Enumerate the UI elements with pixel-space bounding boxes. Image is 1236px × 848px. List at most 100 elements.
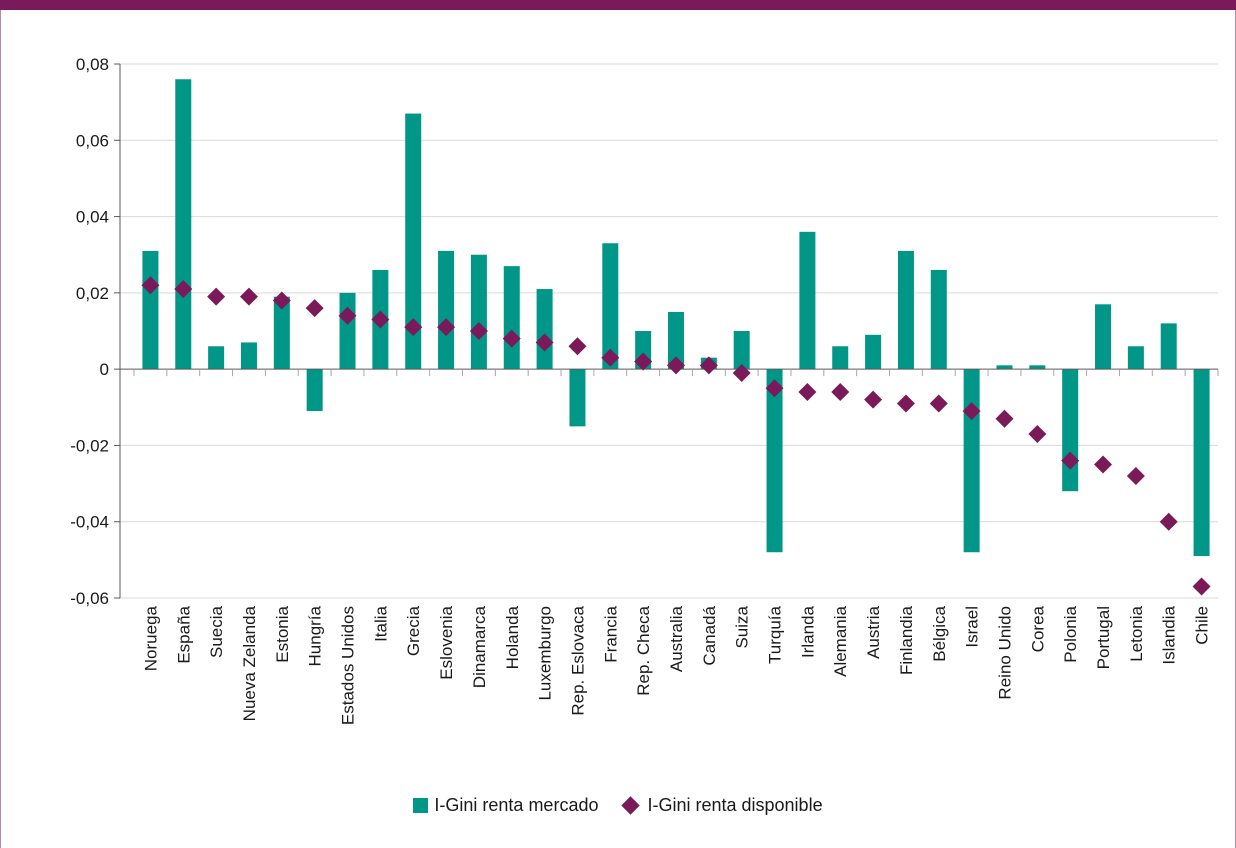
marker-point — [699, 356, 718, 375]
category-label: Eslovenia — [437, 605, 456, 679]
marker-point — [634, 352, 653, 371]
category-label: Letonia — [1127, 605, 1146, 661]
marker-point — [601, 348, 620, 367]
category-label: Dinamarca — [470, 605, 489, 688]
marker-point — [1061, 451, 1080, 470]
category-label: Austria — [864, 605, 883, 658]
bar — [930, 269, 947, 370]
category-label: España — [174, 605, 193, 663]
marker-point — [207, 287, 226, 306]
legend: I-Gini renta mercado I-Gini renta dispon… — [0, 790, 1236, 820]
bar — [963, 369, 980, 553]
category-label: Estados Unidos — [339, 606, 358, 725]
marker-point — [929, 394, 948, 413]
legend-bar-swatch — [413, 797, 429, 813]
axes — [114, 63, 1219, 599]
bar — [799, 231, 816, 370]
bar — [1193, 369, 1210, 557]
marker-point — [831, 383, 850, 402]
legend-item-disponible: I-Gini renta disponible — [621, 794, 823, 816]
bar — [175, 79, 192, 370]
marker-point — [141, 276, 160, 295]
category-label: Italia — [371, 605, 390, 641]
bar — [273, 296, 290, 370]
category-label: Polonia — [1061, 605, 1080, 662]
bar — [1029, 365, 1046, 370]
marker-point — [798, 383, 817, 402]
bar — [503, 266, 520, 370]
marker-point — [1028, 424, 1047, 443]
category-label: Grecia — [404, 605, 423, 656]
bar — [569, 369, 586, 427]
category-label: Australia — [667, 605, 686, 672]
y-tick-label: -0,04 — [70, 513, 109, 532]
y-tick-label: 0,08 — [76, 55, 109, 74]
marker-point — [404, 318, 423, 337]
marker-point — [1159, 512, 1178, 531]
bar — [470, 254, 487, 370]
marker-point — [1126, 466, 1145, 485]
category-label: Suecia — [207, 605, 226, 658]
bar — [733, 331, 750, 370]
category-label: Finlandia — [897, 605, 916, 675]
bar — [438, 250, 455, 370]
bar — [1062, 369, 1079, 492]
bar-series — [142, 79, 1210, 557]
y-tick-label: 0 — [100, 360, 109, 379]
bar — [339, 292, 356, 370]
category-label: Francia — [601, 605, 620, 662]
category-label: Holanda — [503, 605, 522, 669]
category-label: Reino Unido — [995, 606, 1014, 700]
bar — [306, 369, 323, 412]
legend-label-disponible: I-Gini renta disponible — [647, 794, 823, 815]
marker-point — [896, 394, 915, 413]
marker-point — [765, 379, 784, 398]
marker-point — [174, 280, 193, 299]
bar — [602, 243, 619, 370]
marker-point — [338, 306, 357, 325]
marker-point — [864, 390, 883, 409]
tick-labels: -0,06 -0,04 -0,02 0 0,02 0,04 0,06 0,08 Noruega E… — [70, 55, 1211, 725]
y-tick-label: 0,04 — [76, 208, 109, 227]
bar — [1127, 346, 1144, 370]
bar — [1095, 304, 1112, 370]
y-tick-label: -0,02 — [70, 436, 109, 455]
marker-point — [667, 356, 685, 375]
top-accent-bar — [0, 0, 1236, 10]
category-label: Rep. Eslovaca — [568, 605, 587, 715]
bar — [208, 346, 225, 370]
category-label: Turquía — [766, 605, 785, 664]
gridlines — [120, 63, 1218, 599]
category-label: Noruega — [141, 605, 160, 671]
marker-point — [962, 402, 981, 421]
category-label: Islandia — [1160, 605, 1179, 664]
category-label: Luxemburgo — [536, 606, 555, 701]
legend-label-mercado: I-Gini renta mercado — [434, 794, 599, 815]
category-label: Suiza — [733, 605, 752, 648]
marker-point — [469, 322, 488, 340]
category-label: Bélgica — [930, 605, 949, 661]
bar — [668, 311, 684, 370]
category-label: Estonia — [273, 605, 292, 662]
category-label: Portugal — [1094, 606, 1113, 669]
category-label: Alemania — [831, 605, 850, 676]
bar — [1160, 323, 1177, 370]
bar — [142, 250, 159, 370]
category-label: Israel — [963, 606, 982, 648]
bar — [536, 289, 553, 370]
marker-point — [437, 318, 456, 337]
marker-point — [995, 409, 1014, 428]
category-label: Rep. Checa — [634, 605, 653, 695]
marker-point — [305, 299, 324, 318]
marker-point — [371, 310, 390, 329]
marker-point — [239, 287, 258, 306]
category-label: Hungría — [306, 605, 325, 666]
marker-point — [272, 291, 291, 310]
marker-point — [1094, 455, 1113, 474]
bar — [405, 113, 422, 370]
category-label: Chile — [1193, 606, 1212, 645]
marker-point — [568, 337, 587, 356]
y-tick-label: -0,06 — [70, 589, 109, 608]
marker-point — [535, 333, 554, 352]
marker-point — [732, 363, 751, 382]
